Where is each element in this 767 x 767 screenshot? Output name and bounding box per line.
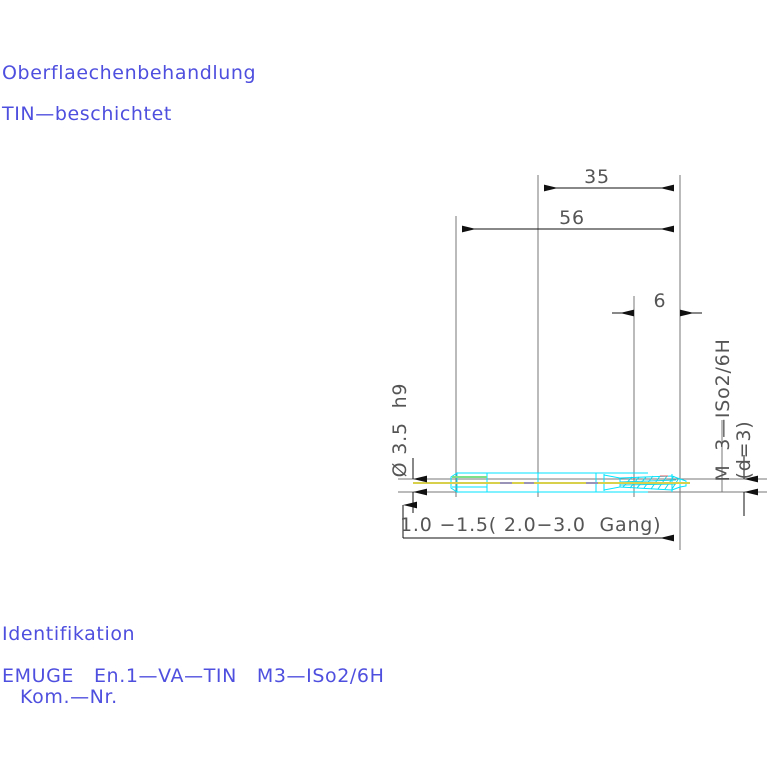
chamfer-note-label: 1.0 −1.5( 2.0−3.0 Gang) [400, 514, 661, 536]
surface-treatment-value: TIN—beschichtet [1, 103, 172, 125]
surface-treatment-heading: Oberflaechenbehandlung [2, 62, 256, 84]
identification-heading: Identifikation [2, 623, 135, 645]
dimension-shank-diameter: Ø 3.5 h9 [389, 383, 427, 513]
dimension-shank-diameter-label: Ø 3.5 h9 [389, 383, 411, 478]
dimension-35-label: 35 [584, 166, 610, 188]
dimension-35: 35 [537, 166, 681, 200]
dimension-6-label: 6 [654, 290, 667, 312]
dimension-6: 6 [612, 290, 702, 317]
dimension-thread-diameter-label: (d=3) [733, 421, 755, 480]
dimension-thread-spec: M 3—ISo2/6H (d=3) [712, 338, 758, 516]
extension-lines [455, 182, 681, 546]
identification-line-2: Kom.—Nr. [20, 686, 118, 708]
tap-tool-geometry [413, 472, 690, 493]
dimension-56: 56 [455, 207, 674, 242]
dimension-chamfer-note: 1.0 −1.5( 2.0−3.0 Gang) [400, 501, 681, 550]
dimension-thread-spec-label: M 3—ISo2/6H [712, 338, 734, 481]
dimension-56-label: 56 [559, 207, 585, 229]
identification-line-1: EMUGE En.1—VA—TIN M3—ISo2/6H [2, 665, 384, 687]
